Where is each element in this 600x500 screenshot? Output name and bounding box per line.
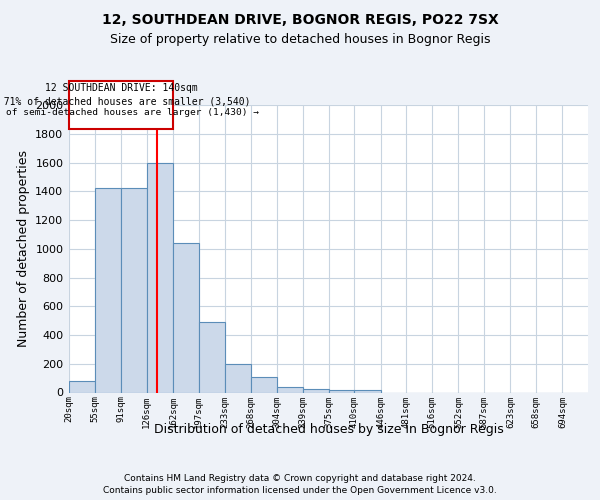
Bar xyxy=(199,322,225,392)
Bar xyxy=(277,387,302,392)
Y-axis label: Number of detached properties: Number of detached properties xyxy=(17,150,30,348)
Bar xyxy=(69,381,95,392)
Text: Contains HM Land Registry data © Crown copyright and database right 2024.: Contains HM Land Registry data © Crown c… xyxy=(124,474,476,483)
Text: Contains public sector information licensed under the Open Government Licence v3: Contains public sector information licen… xyxy=(103,486,497,495)
Bar xyxy=(146,162,173,392)
Bar xyxy=(95,188,121,392)
Bar xyxy=(251,378,277,392)
Text: ← 71% of detached houses are smaller (3,540): ← 71% of detached houses are smaller (3,… xyxy=(0,96,250,106)
Bar xyxy=(329,390,355,392)
Text: 12, SOUTHDEAN DRIVE, BOGNOR REGIS, PO22 7SX: 12, SOUTHDEAN DRIVE, BOGNOR REGIS, PO22 … xyxy=(101,12,499,26)
Bar xyxy=(69,80,173,130)
Bar xyxy=(355,390,381,392)
Bar xyxy=(302,389,329,392)
Text: Size of property relative to detached houses in Bognor Regis: Size of property relative to detached ho… xyxy=(110,32,490,46)
Bar xyxy=(225,364,251,392)
Text: Distribution of detached houses by size in Bognor Regis: Distribution of detached houses by size … xyxy=(154,422,503,436)
Bar xyxy=(173,243,199,392)
Text: 29% of semi-detached houses are larger (1,430) →: 29% of semi-detached houses are larger (… xyxy=(0,108,259,117)
Text: 12 SOUTHDEAN DRIVE: 140sqm: 12 SOUTHDEAN DRIVE: 140sqm xyxy=(44,84,197,94)
Bar xyxy=(121,188,146,392)
